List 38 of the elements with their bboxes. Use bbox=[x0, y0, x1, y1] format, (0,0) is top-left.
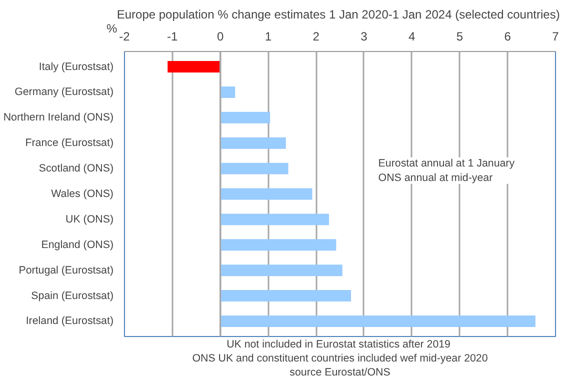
x-tick-label: -2 bbox=[119, 30, 130, 44]
x-tick-label: 7 bbox=[552, 30, 560, 44]
y-tick-label: Germany (Eurostsat) bbox=[14, 86, 114, 98]
chart-title: Europe population % change estimates 1 Jan 2020-1 Jan 2024 (selected countries) bbox=[116, 8, 560, 22]
y-tick-label: England (ONS) bbox=[41, 238, 114, 251]
bar bbox=[220, 162, 288, 174]
y-tick-label: Scotland (ONS) bbox=[38, 162, 114, 175]
bar bbox=[220, 137, 286, 149]
bar bbox=[220, 86, 236, 98]
x-tick-label: 3 bbox=[360, 30, 368, 44]
bar bbox=[220, 290, 352, 302]
x-tick-label: 0 bbox=[216, 30, 224, 44]
x-tick-label: 4 bbox=[408, 30, 416, 44]
y-tick-label: Portugal (Eurostsat) bbox=[18, 264, 114, 276]
bar bbox=[220, 188, 312, 200]
x-tick-label: 2 bbox=[312, 30, 320, 44]
y-tick-label: Northern Ireland (ONS) bbox=[3, 112, 114, 124]
bar bbox=[220, 112, 270, 124]
y-tick-label: Wales (ONS) bbox=[51, 188, 114, 200]
x-tick-label: 6 bbox=[504, 30, 512, 44]
y-tick-label: UK (ONS) bbox=[66, 213, 114, 226]
y-tick-label: Spain (Eurostsat) bbox=[31, 290, 114, 302]
x-tick-label: 1 bbox=[264, 30, 272, 44]
bar bbox=[220, 264, 342, 276]
x-tick-label: -1 bbox=[167, 30, 178, 44]
bar bbox=[220, 316, 536, 327]
bar bbox=[168, 61, 220, 72]
y-tick-label: Ireland (Eurostsat) bbox=[26, 315, 114, 328]
y-tick-label: France (Eurostsat) bbox=[25, 137, 114, 150]
text: ONS UK and constituent countries included wef mid-year 2020 bbox=[192, 352, 488, 364]
bar bbox=[220, 214, 329, 226]
annotation: Eurostat annual at 1 January ONS annual at mid-year bbox=[378, 157, 516, 184]
x-axis-title: % bbox=[106, 22, 118, 36]
y-tick-label: Italy (Eurostsat) bbox=[38, 60, 114, 73]
x-tick-label: 5 bbox=[456, 30, 464, 44]
text: UK not included in Eurostat statistics after 2019 bbox=[226, 338, 451, 350]
source-note: source Eurostat/ONS bbox=[290, 366, 390, 378]
bar bbox=[220, 239, 336, 251]
